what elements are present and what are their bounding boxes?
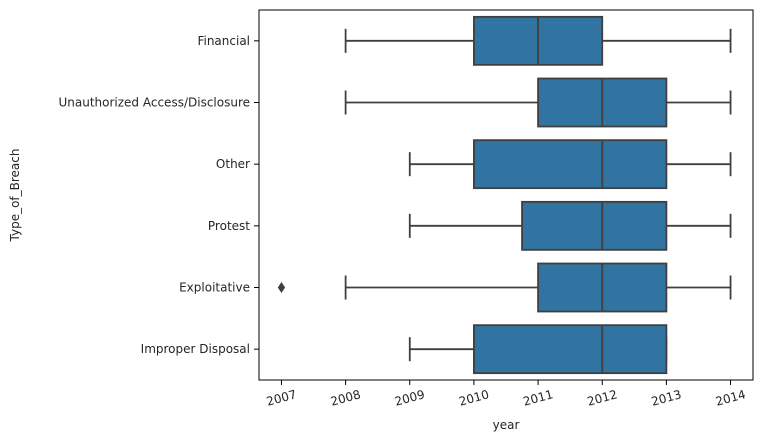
box-group [344, 77, 732, 128]
box-group [408, 200, 732, 251]
y-tick-label: Exploitative [179, 281, 250, 295]
y-tick-label: Other [216, 157, 250, 171]
iqr-box [473, 139, 668, 190]
box-group [277, 262, 732, 313]
x-tick-label: 2012 [586, 387, 619, 408]
plot-area [277, 15, 732, 375]
y-axis: Financial Unauthorized Access/Disclosure O… [58, 34, 259, 356]
x-axis: 2007 2008 2009 2010 2011 2012 2013 2014 [265, 380, 747, 409]
iqr-box [473, 324, 668, 375]
y-tick-label: Improper Disposal [141, 342, 250, 356]
x-axis-title: year [493, 418, 520, 432]
x-tick-label: 2007 [265, 387, 298, 408]
x-tick-label: 2011 [522, 387, 555, 408]
x-tick-label: 2010 [457, 387, 490, 408]
plot-frame [258, 9, 754, 381]
box-group [408, 324, 668, 375]
box-group [408, 139, 732, 190]
x-tick-label: 2013 [650, 387, 683, 408]
x-tick-label: 2009 [393, 387, 426, 408]
x-tick-label: 2008 [329, 387, 362, 408]
y-tick-label: Financial [197, 34, 250, 48]
outlier-marker [277, 281, 286, 294]
y-axis-title: Type_of_Breach [8, 149, 22, 243]
box-group [344, 15, 732, 66]
y-tick-label: Protest [208, 219, 250, 233]
x-tick-label: 2014 [714, 387, 747, 408]
y-tick-label: Unauthorized Access/Disclosure [58, 96, 250, 110]
iqr-box [521, 200, 668, 251]
